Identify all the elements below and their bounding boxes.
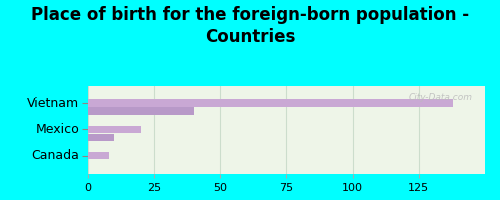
Text: Place of birth for the foreign-born population -
Countries: Place of birth for the foreign-born popu… <box>31 6 469 46</box>
Bar <box>88 107 194 115</box>
Bar <box>88 126 141 133</box>
Text: City-Data.com: City-Data.com <box>409 93 473 102</box>
Bar <box>88 134 114 141</box>
Bar <box>88 152 108 159</box>
Bar <box>88 99 453 107</box>
